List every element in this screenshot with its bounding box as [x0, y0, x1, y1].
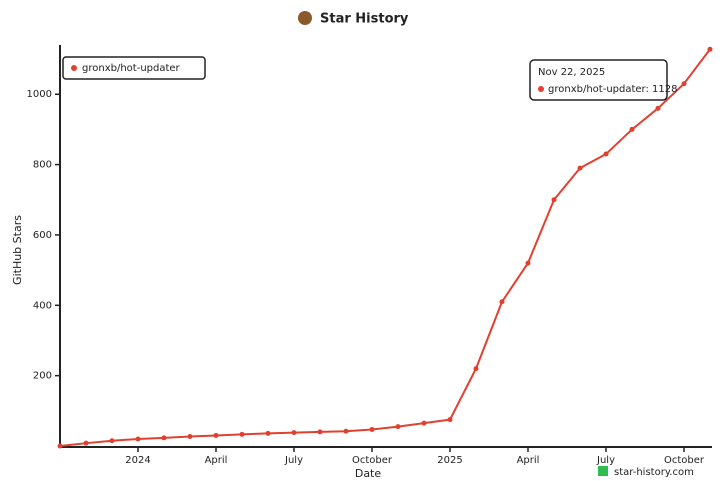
- data-point: [551, 197, 557, 203]
- x-tick-label: 2025: [437, 455, 462, 466]
- x-tick-label: April: [205, 455, 228, 466]
- x-tick-label: July: [284, 455, 303, 466]
- y-axis-title: GitHub Stars: [11, 215, 24, 285]
- data-point: [421, 420, 427, 426]
- title-logo: [298, 11, 312, 25]
- data-point: [57, 443, 63, 449]
- data-point: [161, 435, 167, 441]
- data-point: [525, 260, 531, 266]
- x-tick-label: 2024: [125, 455, 150, 466]
- y-tick-label: 1000: [27, 89, 52, 100]
- tooltip-swatch: [538, 86, 544, 92]
- data-point: [629, 126, 635, 132]
- data-point: [473, 366, 479, 372]
- x-tick-label: July: [596, 455, 615, 466]
- data-point: [603, 151, 609, 157]
- legend-box: [62, 56, 206, 80]
- x-axis-title: Date: [355, 467, 382, 480]
- data-point: [395, 424, 401, 430]
- data-point: [135, 436, 141, 442]
- data-point: [109, 438, 115, 444]
- data-point: [265, 430, 271, 436]
- data-point: [499, 299, 505, 305]
- x-tick-label: October: [352, 455, 393, 466]
- tooltip-box: [529, 59, 668, 101]
- tooltip-date: Nov 22, 2025: [538, 67, 605, 78]
- chart-title: Star History: [320, 12, 409, 27]
- data-point: [317, 429, 323, 435]
- data-point: [655, 105, 661, 111]
- tooltip-label: gronxb/hot-updater: 1128: [548, 84, 677, 95]
- data-point: [213, 432, 219, 438]
- watermark: star-history.com: [614, 467, 694, 478]
- data-point: [447, 417, 453, 423]
- y-tick-label: 400: [33, 300, 52, 311]
- data-point: [343, 428, 349, 434]
- data-point: [577, 165, 583, 171]
- y-tick-label: 200: [33, 371, 52, 382]
- x-tick-label: April: [517, 455, 540, 466]
- y-tick-label: 800: [33, 160, 52, 171]
- legend-swatch: [71, 65, 77, 71]
- x-tick-label: October: [664, 455, 705, 466]
- data-point: [291, 430, 297, 436]
- watermark-logo: [598, 466, 608, 476]
- data-point: [83, 440, 89, 446]
- data-point: [239, 431, 245, 437]
- legend-label: gronxb/hot-updater: [82, 63, 181, 74]
- data-point: [369, 426, 375, 432]
- series-line: [59, 48, 711, 447]
- data-point: [187, 434, 193, 440]
- data-point: [707, 46, 713, 52]
- y-tick-label: 600: [33, 230, 52, 241]
- data-point: [681, 81, 687, 87]
